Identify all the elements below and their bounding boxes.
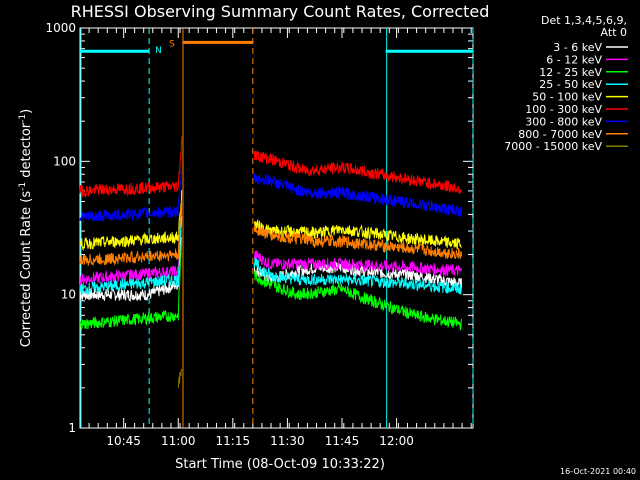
series-line (253, 250, 463, 277)
series-line (253, 150, 463, 194)
y-axis-label-part: -1 (18, 114, 28, 123)
series-line (79, 170, 183, 224)
saa-label: S (169, 39, 175, 49)
series-line (79, 200, 183, 267)
series-line (79, 216, 183, 303)
legend-entry-label: 100 - 300 keV (525, 103, 602, 116)
legend-entry-label: 50 - 100 keV (532, 91, 602, 104)
x-tick-label: 11:45 (325, 434, 360, 448)
series-lines (79, 136, 463, 388)
legend-entry-label: 800 - 7000 keV (518, 128, 602, 141)
y-axis-label-part: -1 (18, 182, 28, 191)
series-line (79, 136, 183, 199)
legend-entry-label: 6 - 12 keV (546, 53, 602, 66)
spacecraft-annotations: NS (80, 28, 474, 428)
y-axis-label-part: ) (19, 109, 34, 114)
series-line (253, 172, 463, 217)
y-tick-label: 1 (68, 421, 76, 435)
series-line (253, 270, 463, 332)
axis-ticks: 1 10 100 1000 10:45 11:00 11:15 11:30 11:45 12:00 (45, 21, 473, 448)
series-line (253, 219, 462, 250)
y-tick-label: 1000 (45, 21, 76, 35)
y-axis-label-part: detector (19, 122, 34, 182)
x-tick-label: 11:15 (216, 434, 251, 448)
legend-entry-label: 25 - 50 keV (539, 78, 602, 91)
legend-entry-label: 3 - 6 keV (553, 41, 602, 54)
series-line (79, 190, 183, 252)
legend-header-line2: Att 0 (601, 26, 627, 39)
series-line (253, 257, 463, 295)
series-line (253, 225, 463, 260)
x-tick-label: 11:00 (161, 434, 196, 448)
legend-entry-label: 300 - 800 keV (525, 115, 602, 128)
legend-entry-label: 7000 - 15000 keV (504, 140, 602, 153)
y-axis-label: Corrected Count Rate (s-1 detector-1) (18, 109, 34, 347)
chart-title: RHESSI Observing Summary Count Rates, Co… (71, 2, 490, 21)
night-label: N (155, 46, 162, 56)
series-line (177, 368, 183, 388)
generated-timestamp: 16-Oct-2021 00:40 (560, 467, 636, 476)
x-tick-label: 10:45 (106, 434, 141, 448)
x-tick-label: 12:00 (379, 434, 414, 448)
legend-entry-label: 12 - 25 keV (539, 66, 602, 79)
y-tick-label: 100 (53, 154, 76, 168)
y-tick-label: 10 (61, 288, 76, 302)
y-axis-label-part: Corrected Count Rate (s (19, 191, 34, 348)
series-line (79, 236, 183, 331)
series-line (79, 202, 183, 296)
legend-header-line1: Det 1,3,4,5,6,9, (541, 14, 627, 27)
x-tick-label: 11:30 (270, 434, 305, 448)
x-axis-label: Start Time (08-Oct-09 10:33:22) (175, 457, 385, 472)
